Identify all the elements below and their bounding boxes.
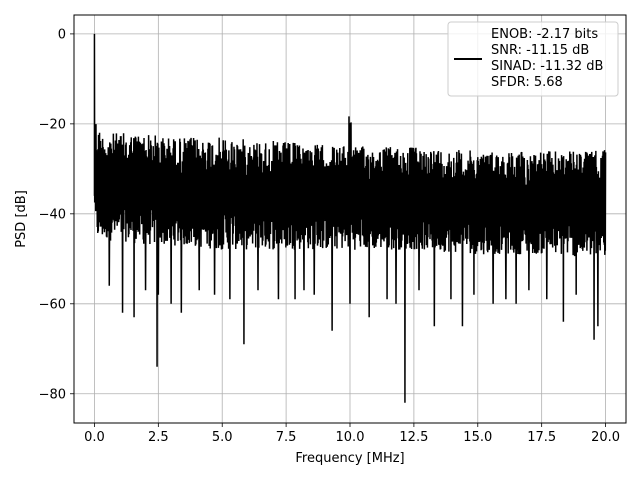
y-axis-label: PSD [dB]	[14, 190, 29, 248]
legend: ENOB: -2.17 bits SNR: -11.15 dB SINAD: -…	[447, 21, 619, 97]
x-axis-ticks: 0.0 2.5 5.0 7.5 10.0 12.5 15.0 17.5 20.0	[84, 423, 620, 445]
x-tick-label: 7.5	[276, 430, 297, 445]
y-axis-ticks: 0 −20 −40 −60 −80	[39, 27, 74, 402]
psd-series	[93, 33, 607, 403]
x-tick-label: 12.5	[399, 430, 428, 445]
x-tick-label: 15.0	[463, 430, 492, 445]
y-tick-label: −60	[39, 297, 66, 312]
legend-sfdr-text: SFDR: 5.68	[491, 75, 563, 90]
y-tick-label: −20	[39, 117, 66, 132]
x-tick-label: 5.0	[212, 430, 233, 445]
x-tick-label: 10.0	[336, 430, 365, 445]
x-tick-label: 20.0	[591, 430, 620, 445]
legend-sinad-text: SINAD: -11.32 dB	[491, 59, 603, 74]
x-tick-label: 0.0	[84, 430, 105, 445]
x-tick-label: 17.5	[527, 430, 556, 445]
y-tick-label: −80	[39, 387, 66, 402]
legend-enob-text: ENOB: -2.17 bits	[491, 27, 598, 42]
legend-snr-text: SNR: -11.15 dB	[491, 43, 589, 58]
psd-trace	[93, 33, 607, 403]
y-tick-label: 0	[58, 27, 66, 42]
legend-box	[447, 21, 619, 97]
x-axis-label: Frequency [MHz]	[295, 451, 404, 466]
y-tick-label: −40	[39, 207, 66, 222]
x-tick-label: 2.5	[148, 430, 169, 445]
